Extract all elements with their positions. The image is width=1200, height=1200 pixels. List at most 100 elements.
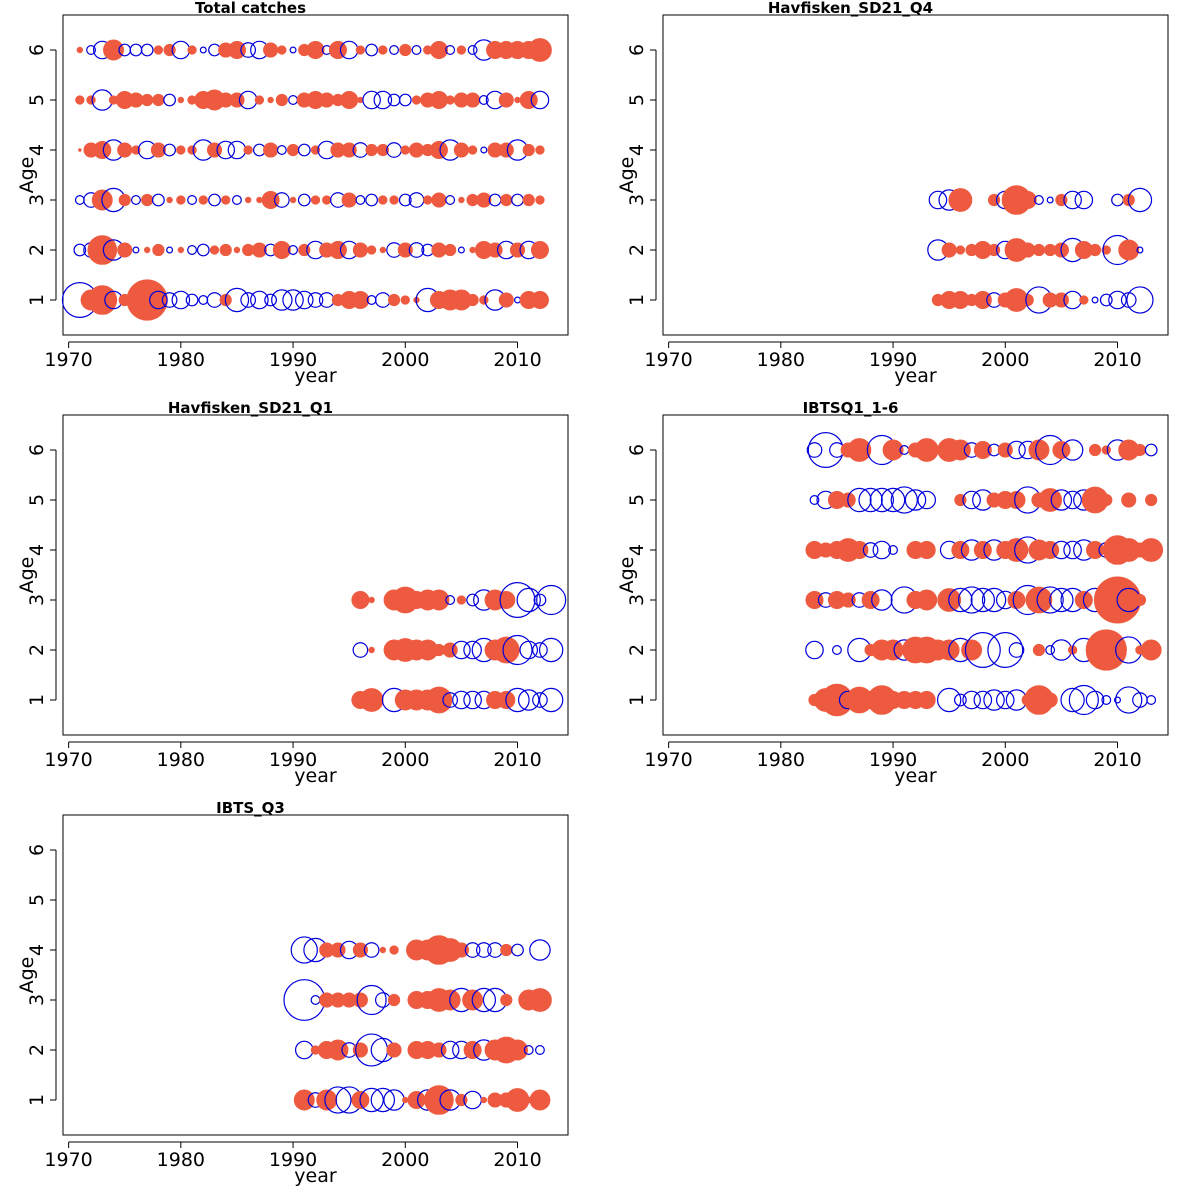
residual-bubble-negative — [831, 645, 842, 655]
residual-bubble-negative — [530, 90, 550, 110]
residual-bubble-negative — [1050, 489, 1073, 511]
residual-bubble-positive — [327, 1039, 349, 1061]
residual-bubble-positive — [243, 145, 253, 155]
residual-bubble-positive — [368, 596, 375, 604]
residual-bubble-negative — [953, 693, 967, 707]
residual-bubble-positive — [1042, 692, 1058, 708]
residual-bubble-positive — [286, 143, 300, 157]
residual-bubble-positive — [500, 993, 513, 1007]
residual-bubble-positive — [528, 988, 552, 1012]
residual-bubble-positive — [500, 943, 513, 957]
residual-bubble-positive — [522, 143, 535, 157]
residual-bubble-negative — [480, 146, 488, 154]
x-tick-label: 1980 — [157, 349, 205, 371]
residual-bubble-positive — [509, 242, 526, 258]
residual-bubble-positive — [861, 590, 880, 609]
residual-bubble-positive — [166, 196, 173, 204]
residual-bubble-positive — [951, 540, 970, 559]
residual-bubble-negative — [533, 593, 547, 607]
residual-bubble-negative — [1063, 540, 1082, 560]
residual-bubble-positive — [408, 142, 425, 158]
residual-bubble-negative — [536, 584, 567, 616]
residual-bubble-positive — [176, 195, 186, 205]
panel-title: Total catches — [195, 0, 306, 17]
residual-bubble-positive — [306, 40, 325, 59]
residual-bubble-negative — [511, 193, 524, 207]
y-tick-label: 4 — [26, 144, 48, 156]
residual-bubble-negative — [529, 939, 551, 961]
residual-bubble-negative — [264, 293, 278, 307]
residual-bubble-positive — [229, 92, 245, 108]
residual-bubble-positive — [289, 196, 297, 204]
residual-bubble-positive — [399, 43, 412, 57]
residual-bubble-positive — [1025, 586, 1053, 614]
residual-bubble-positive — [87, 285, 118, 315]
residual-bubble-negative — [1046, 196, 1054, 204]
y-tick-label: 2 — [26, 644, 48, 656]
residual-bubble-positive — [141, 193, 154, 207]
y-tick-label: 1 — [626, 694, 648, 706]
residual-bubble-positive — [328, 40, 347, 59]
residual-bubble-negative — [224, 287, 250, 313]
residual-bubble-positive — [254, 95, 265, 105]
residual-bubble-positive — [1004, 538, 1029, 562]
residual-bubble-negative — [869, 487, 895, 513]
residual-bubble-positive — [973, 290, 992, 309]
residual-bubble-positive — [379, 946, 387, 954]
residual-bubble-negative — [1120, 292, 1137, 308]
residual-bubble-positive — [1032, 643, 1046, 657]
residual-bubble-negative — [1049, 587, 1074, 613]
residual-bubble-positive — [227, 40, 246, 59]
residual-bubble-negative — [928, 190, 948, 210]
x-tick-label: 2000 — [981, 349, 1029, 371]
residual-bubble-positive — [219, 243, 232, 257]
residual-bubble-positive — [431, 192, 447, 208]
y-tick-label: 6 — [26, 44, 48, 56]
residual-bubble-positive — [277, 45, 287, 55]
residual-bubble-positive — [75, 95, 85, 105]
residual-bubble-positive — [882, 439, 904, 461]
residual-bubble-positive — [293, 1089, 315, 1111]
residual-bubble-positive — [429, 91, 448, 110]
residual-bubble-positive — [78, 148, 82, 152]
x-tick-label: 1970 — [44, 349, 92, 371]
residual-bubble-negative — [411, 45, 422, 55]
residual-bubble-positive — [402, 1096, 409, 1104]
residual-bubble-negative — [73, 243, 87, 257]
residual-bubble-positive — [431, 1042, 447, 1058]
y-tick-label: 1 — [26, 1094, 48, 1106]
residual-bubble-negative — [307, 292, 324, 308]
residual-bubble-negative — [288, 245, 299, 255]
residual-bubble-positive — [948, 188, 973, 212]
residual-bubble-negative — [519, 640, 539, 660]
residual-bubble-positive — [177, 96, 185, 104]
residual-bubble-negative — [196, 243, 210, 257]
x-tick-label: 2000 — [381, 349, 429, 371]
residual-bubble-negative — [1008, 642, 1025, 658]
residual-bubble-negative — [149, 290, 168, 310]
residual-bubble-positive — [397, 242, 413, 258]
residual-bubble-negative — [452, 640, 471, 660]
residual-bubble-negative — [310, 995, 321, 1005]
residual-bubble-negative — [365, 43, 379, 57]
y-tick-label: 6 — [26, 444, 48, 456]
residual-bubble-positive — [209, 245, 220, 255]
y-tick-label: 2 — [626, 244, 648, 256]
residual-bubble-positive — [310, 195, 321, 205]
residual-bubble-negative — [517, 689, 540, 711]
residual-bubble-negative — [538, 637, 564, 663]
residual-bubble-positive — [328, 241, 347, 260]
residual-bubble-positive — [497, 590, 516, 609]
residual-bubble-negative — [440, 1040, 460, 1060]
residual-bubble-negative — [487, 942, 503, 958]
residual-bubble-negative — [355, 195, 366, 205]
panel-havfisken-sd21-q1: Havfisken_SD21_Q1 year Age 1970 1980 1990 2… — [16, 399, 569, 787]
panel-title: IBTSQ1_1-6 — [803, 399, 899, 417]
residual-bubble-positive — [319, 92, 335, 108]
residual-bubble-positive — [128, 92, 144, 108]
residual-bubble-positive — [1118, 239, 1140, 261]
residual-bubble-negative — [365, 193, 379, 207]
residual-bubble-negative — [362, 90, 381, 110]
y-axis-label: Age — [16, 957, 38, 994]
residual-bubble-positive — [805, 590, 824, 609]
